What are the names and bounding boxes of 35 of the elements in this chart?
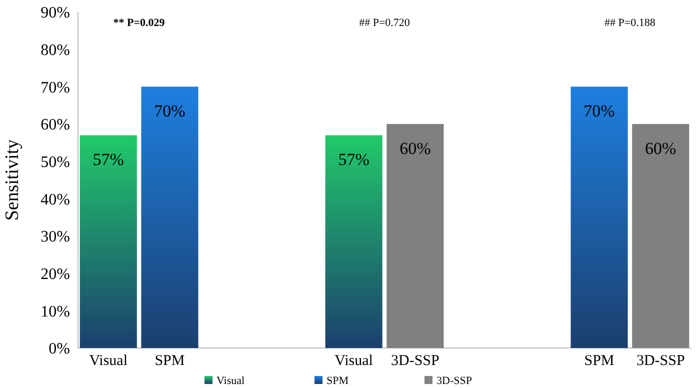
bar [632, 124, 690, 348]
y-tick-label: 60% [40, 116, 70, 134]
data-label: 60% [400, 139, 431, 158]
data-label: 57% [92, 150, 124, 170]
annotation: ## P=0.188 [604, 17, 656, 29]
bar [325, 135, 382, 348]
y-axis-title: Sensitivity [2, 138, 23, 221]
x-tick-label: Visual [89, 353, 128, 369]
x-tick-label: SPM [154, 353, 185, 369]
legend-label: Visual [216, 375, 245, 387]
data-label: 60% [645, 139, 676, 158]
bar [80, 135, 137, 348]
x-tick-label: 3D-SSP [391, 353, 440, 369]
y-tick-label: 80% [40, 42, 70, 59]
annotation: ** P=0.029 [113, 17, 166, 29]
y-tick-label: 90% [40, 4, 70, 22]
annotation: ## P=0.720 [359, 17, 410, 29]
y-tick-label: 0% [48, 340, 70, 358]
y-tick-label: 30% [40, 228, 70, 246]
y-tick-label: 20% [40, 266, 70, 283]
bar [570, 86, 628, 348]
y-tick-label: 40% [40, 191, 70, 208]
bar [386, 124, 444, 348]
data-label: 70% [584, 102, 615, 121]
legend-label: 3D-SSP [436, 375, 472, 387]
y-tick-label: 10% [40, 303, 70, 320]
x-tick-label: Visual [334, 353, 373, 369]
legend-label: SPM [326, 375, 349, 387]
x-tick-label: SPM [584, 353, 614, 369]
x-tick-label: 3D-SSP [636, 353, 685, 369]
y-tick-label: 50% [40, 154, 70, 171]
data-label: 57% [338, 150, 370, 170]
data-label: 70% [154, 102, 186, 121]
bar [141, 86, 198, 348]
y-tick-label: 70% [40, 79, 70, 96]
